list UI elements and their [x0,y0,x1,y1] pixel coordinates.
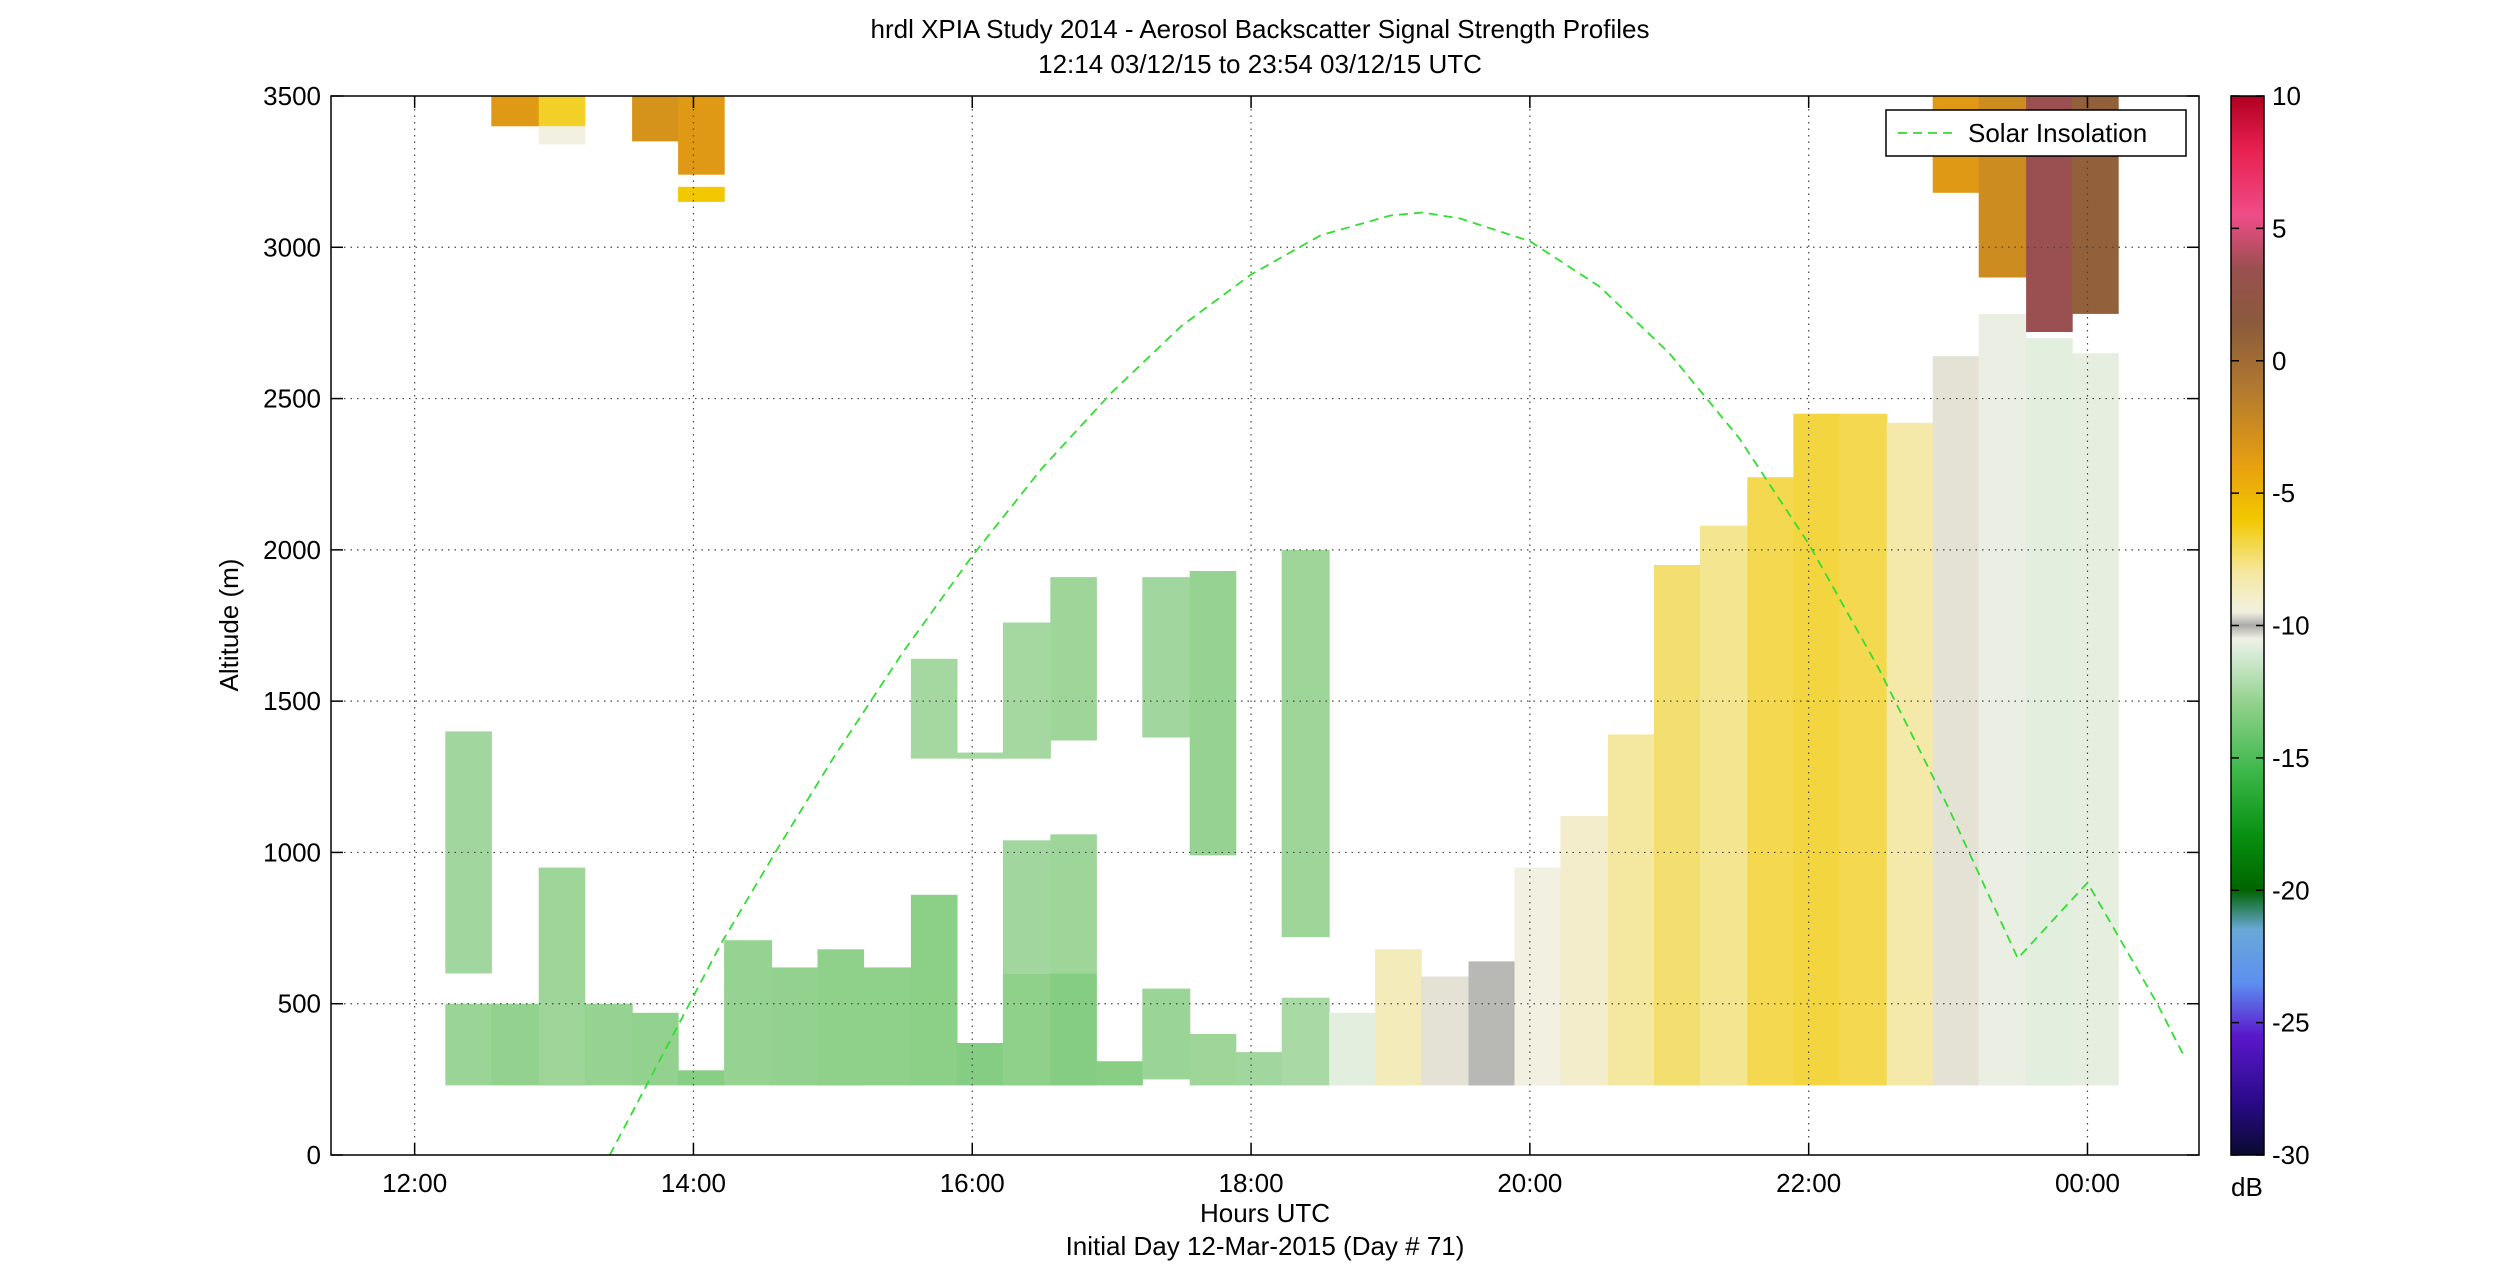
heatmap-cell [1142,988,1191,1080]
heatmap-cell [2026,338,2073,1086]
colorbar-tick-label: -30 [2272,1140,2310,1170]
heatmap-cell [817,949,865,1086]
heatmap-cell [1699,525,1748,1086]
x-axis-label: Hours UTC [1200,1198,1330,1228]
heatmap-cell [1281,997,1330,1086]
colorbar: 10 5 0 -5 -10 -15 -20 -25 -30 dB [2230,81,2310,1202]
heatmap-cell [445,1003,492,1086]
x-tick-label: 12:00 [382,1168,447,1198]
x-tick-label: 22:00 [1776,1168,1841,1198]
colorbar-unit-label: dB [2231,1172,2263,1202]
x-tick-label: 00:00 [2055,1168,2120,1198]
heatmap-cell [1189,571,1237,856]
chart-subtitle: 12:14 03/12/15 to 23:54 03/12/15 UTC [1038,49,1482,79]
heatmap-cell [1514,867,1562,1086]
plot-frame [330,95,2200,1156]
y-tick-label: 2000 [263,535,321,565]
y-tick-label: 2500 [263,384,321,414]
y-tick-label: 500 [278,989,321,1019]
heatmap-cell [1142,577,1191,738]
heatmap-cell [1793,413,1840,1086]
heatmap-cell [538,126,586,145]
heatmap-cell [1421,976,1470,1086]
heatmap-cell [2072,353,2119,1086]
chart-title: hrdl XPIA Study 2014 - Aerosol Backscatt… [871,14,1650,44]
colorbar-tick-label: -20 [2272,875,2310,905]
heatmap-cell [1932,356,1980,1086]
colorbar-tick-label: -10 [2272,611,2310,641]
x-tick-label: 16:00 [940,1168,1005,1198]
series-lines [609,211,2186,1155]
colorbar-ticks: 10 5 0 -5 -10 -15 -20 -25 -30 [2231,81,2310,1170]
axis-ticks: 12:00 14:00 16:00 18:00 20:00 22:00 00:00 0 500 1… [263,81,2199,1198]
heatmap-cell [538,867,586,1086]
y-tick-label: 3000 [263,232,321,262]
y-tick-label: 1500 [263,686,321,716]
series-line-solar-insolation [609,211,2186,1155]
heatmap-cell [724,940,773,1086]
heatmap-cell [1886,422,1934,1086]
heatmap-cell [1002,840,1051,974]
heatmap-cell [1375,949,1422,1086]
heatmap-cell [1468,961,1516,1086]
colorbar-tick-label: 5 [2272,213,2286,243]
y-axis-label: Altitude (m) [214,559,244,692]
x-axis-sublabel: Initial Day 12-Mar-2015 (Day # 71) [1066,1231,1465,1261]
heatmap-cell [1235,1052,1283,1086]
heatmap-cell [1653,565,1701,1086]
y-tick-label: 3500 [263,81,321,111]
heatmap-cell [1839,413,1888,1086]
heatmap-cell [1978,313,2027,1086]
heatmap-cell [1607,734,1655,1086]
heatmap-cell [491,1003,540,1086]
heatmap-cell [1189,1034,1237,1086]
heatmap-cell [1096,1061,1143,1086]
heatmap-cell [1281,549,1330,938]
grid-lines [331,96,2199,1155]
heatmap-cell [910,658,958,759]
heatmap-cell [1050,973,1097,1086]
colorbar-tick-label: 0 [2272,346,2286,376]
heatmap-cell [678,96,725,175]
legend-box [1885,109,2187,157]
heatmap-cell [1329,1012,1376,1086]
y-tick-label: 0 [307,1140,321,1170]
heatmap-cell [1050,577,1097,741]
heatmap-cell [1560,816,1609,1086]
heatmap-cell [956,1043,1004,1086]
heatmap-cell [1747,477,1794,1086]
x-tick-label: 20:00 [1497,1168,1562,1198]
heatmap-cell [678,1070,725,1086]
plot-area: 12:00 14:00 16:00 18:00 20:00 22:00 00:00 0 500 1… [263,81,2200,1198]
heatmap-cell [1002,622,1051,759]
heatmap-cell [632,96,679,142]
heatmap-cell [771,967,819,1086]
heatmap-cell [538,96,586,127]
heatmap-cell [1050,834,1097,974]
heatmap-cell [956,752,1004,759]
legend: Solar Insolation [1885,109,2187,157]
heatmap-cell [1002,973,1051,1086]
y-tick-label: 1000 [263,837,321,867]
colorbar-tick-label: 10 [2272,81,2301,111]
heatmap-cell [632,1012,679,1086]
heatmap-cell [584,1003,633,1086]
heatmap-cell [678,186,725,202]
x-tick-label: 14:00 [661,1168,726,1198]
colorbar-tick-label: -5 [2272,478,2295,508]
legend-label-solar-insolation: Solar Insolation [1968,118,2147,148]
colorbar-tick-label: -25 [2272,1008,2310,1038]
heatmap-cell [910,894,958,1086]
heatmap-cell [491,96,540,127]
heatmap-cell [863,967,912,1086]
colorbar-tick-label: -15 [2272,743,2310,773]
x-tick-label: 18:00 [1219,1168,1284,1198]
